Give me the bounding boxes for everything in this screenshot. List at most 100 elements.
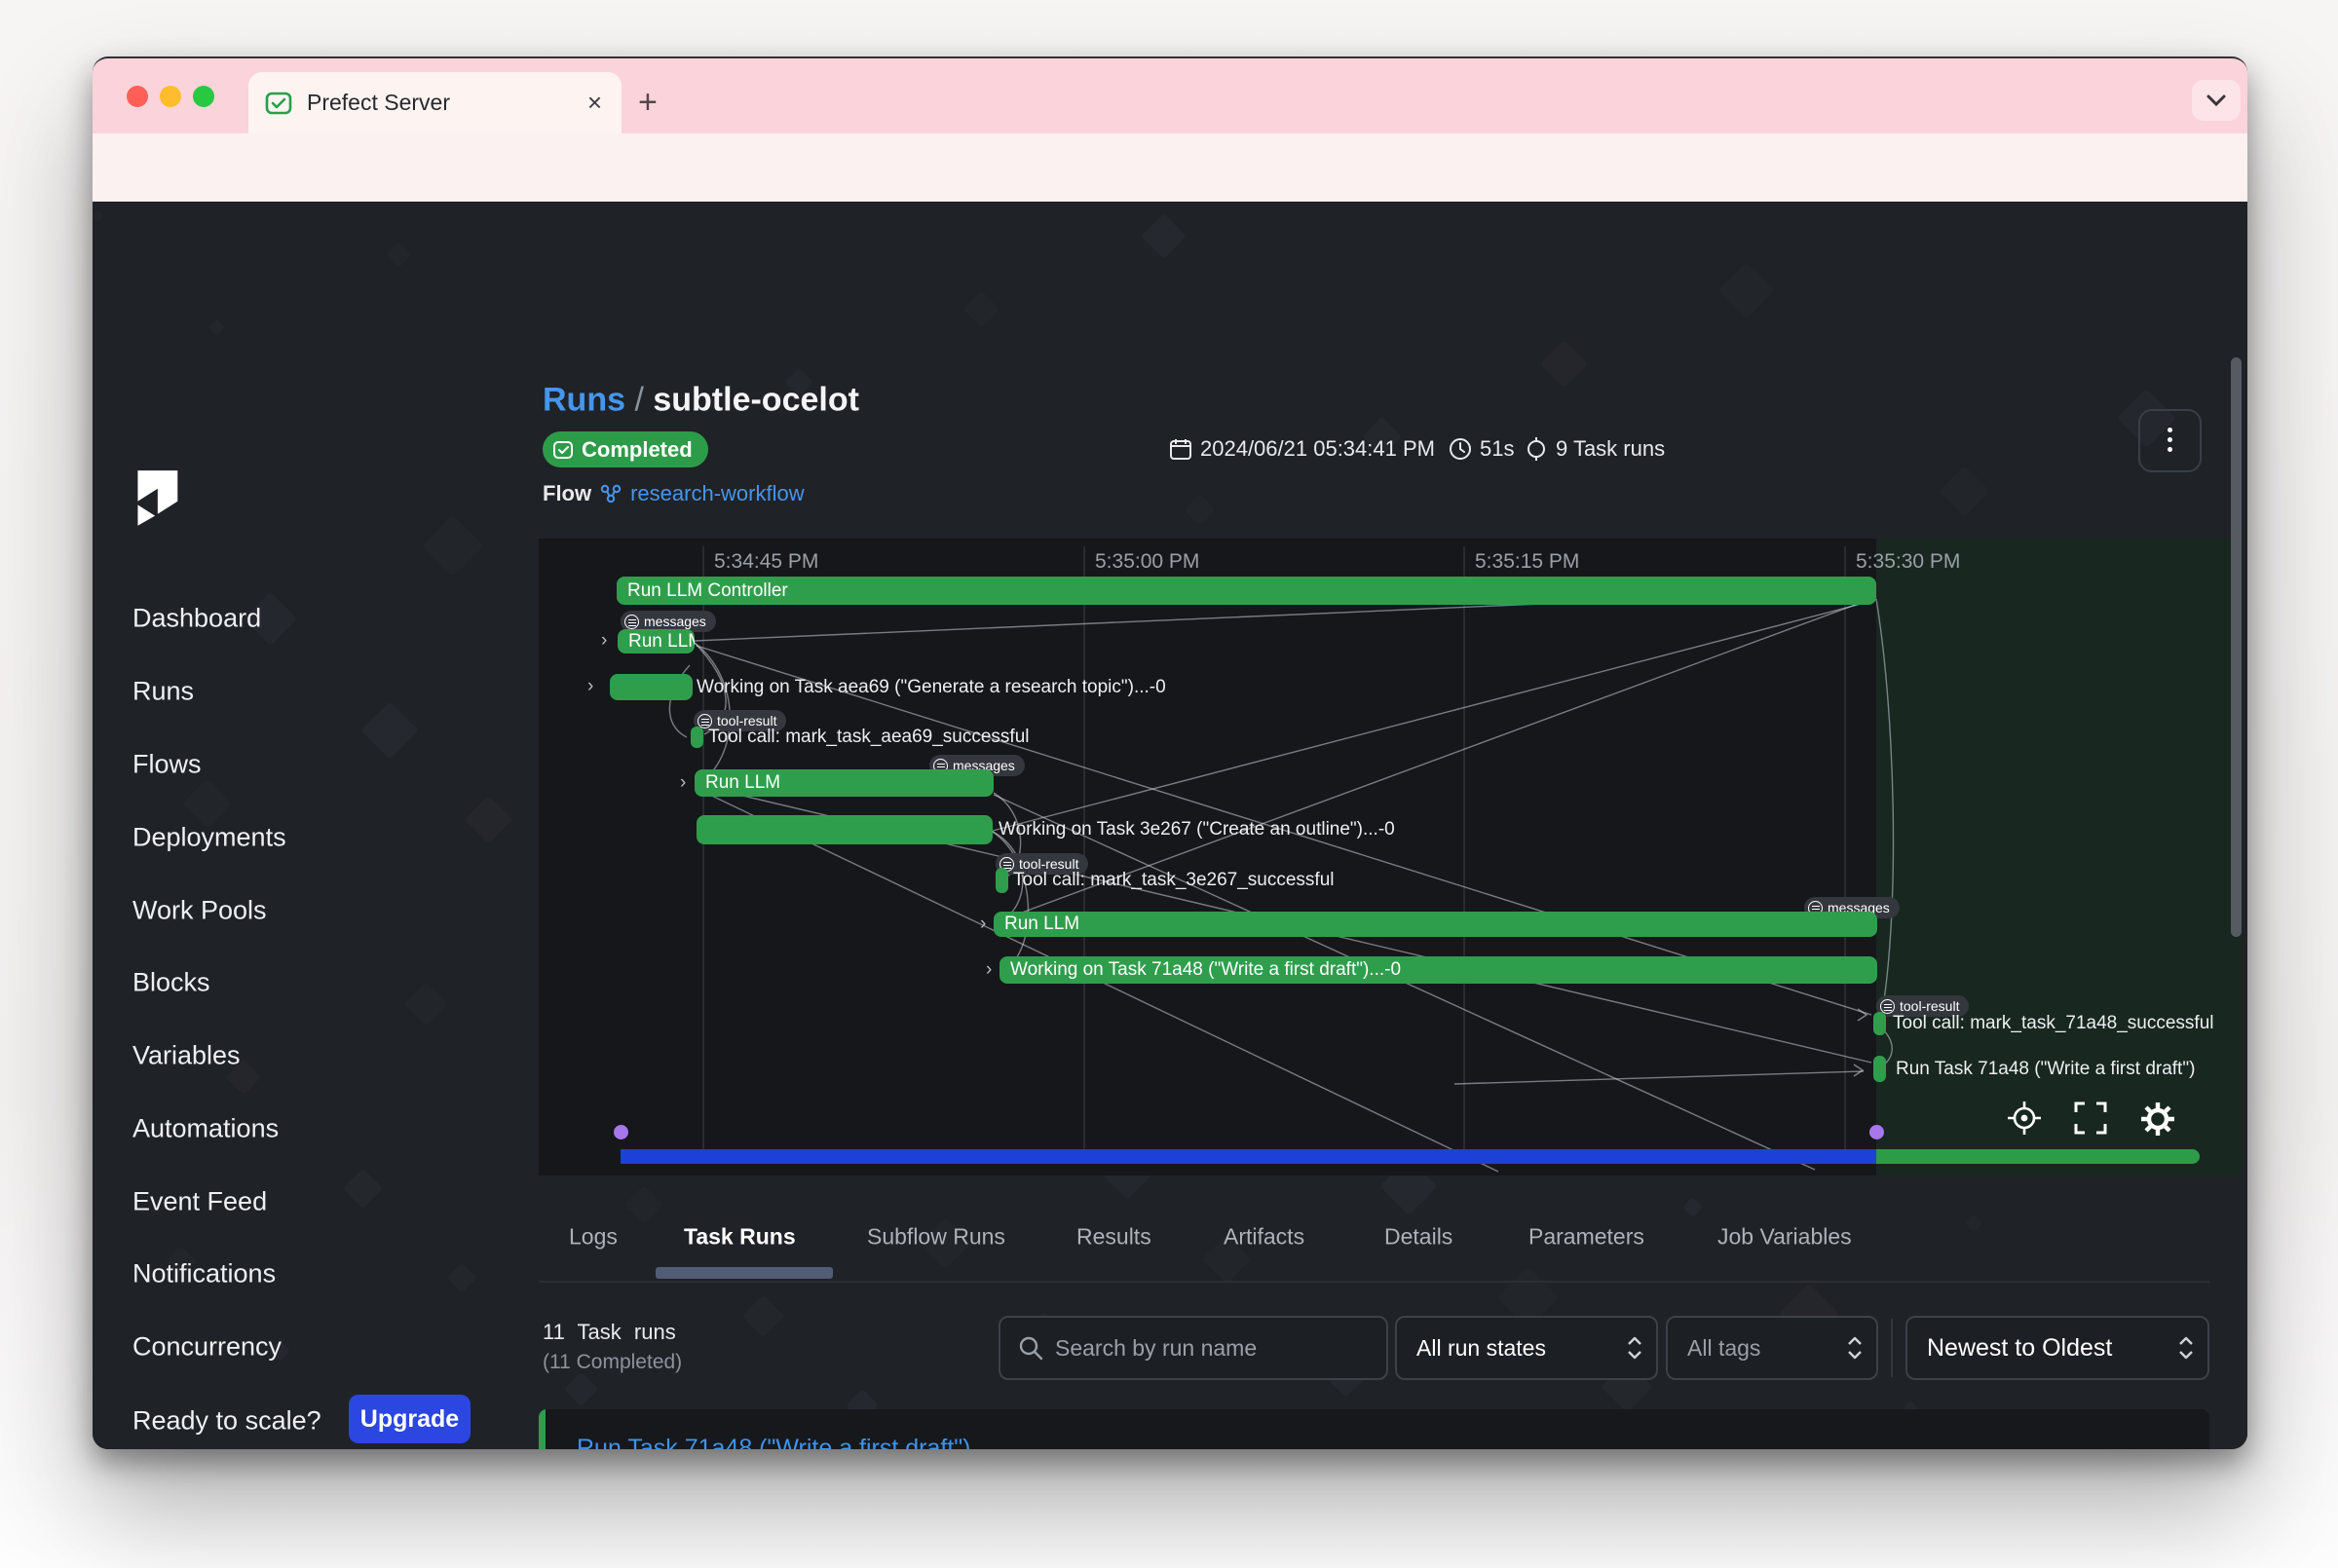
breadcrumb: Runs / subtle-ocelot — [543, 381, 859, 419]
clock-icon — [1450, 438, 1471, 460]
task-run-count: 9 Task runs — [1525, 436, 1665, 462]
tabs-divider — [539, 1281, 2209, 1283]
tab-parameters[interactable]: Parameters — [1528, 1223, 1644, 1250]
run-states-select[interactable]: All run states — [1395, 1316, 1658, 1380]
sidebar: Dashboard Runs Flows Deployments Work Po… — [93, 202, 528, 1449]
tab-logs[interactable]: Logs — [569, 1223, 618, 1250]
gantt-bar-task-3e267[interactable] — [697, 815, 993, 844]
timeline-selection-region — [1876, 539, 2243, 1176]
traffic-zoom-button[interactable] — [193, 86, 214, 107]
tab-artifacts[interactable]: Artifacts — [1224, 1223, 1305, 1250]
tab-job-variables[interactable]: Job Variables — [1717, 1223, 1852, 1250]
flow-row: Flow research-workflow — [543, 481, 805, 506]
arrowhead-icon: › — [587, 676, 594, 696]
sidebar-item-event-feed[interactable]: Event Feed — [132, 1186, 268, 1216]
completed-check-icon — [553, 440, 573, 459]
browser-window: Prefect Server × + localhost:5173/runs/f… — [93, 56, 2247, 1449]
sidebar-item-notifications[interactable]: Notifications — [132, 1258, 277, 1288]
gantt-bar-run-llm-2[interactable]: Run LLM — [695, 769, 994, 797]
fullscreen-expand-icon[interactable] — [2072, 1100, 2109, 1137]
artifact-chip-tool-result[interactable]: tool-result — [1876, 995, 1970, 1017]
search-placeholder: Search by run name — [1055, 1334, 1258, 1361]
run-actions-kebab-button[interactable] — [2138, 409, 2202, 472]
timeline-panel[interactable]: 5:34:45 PM 5:35:00 PM 5:35:15 PM 5:35:30… — [539, 539, 2243, 1176]
node-label-task-3e267[interactable]: Working on Task 3e267 ("Create an outlin… — [999, 819, 1395, 840]
gantt-bar-tool-3e267[interactable] — [996, 868, 1008, 893]
sidebar-item-deployments[interactable]: Deployments — [132, 822, 286, 852]
gantt-bar-task-aea69[interactable] — [610, 674, 693, 700]
tab-details[interactable]: Details — [1384, 1223, 1453, 1250]
sidebar-item-runs[interactable]: Runs — [132, 676, 195, 706]
gantt-bar-run-llm-controller[interactable]: Run LLM Controller — [617, 577, 1876, 605]
sidebar-item-dashboard[interactable]: Dashboard — [132, 603, 262, 633]
artifact-chip-tool-result[interactable]: tool-result — [996, 853, 1089, 875]
tab-task-runs[interactable]: Task Runs — [684, 1223, 796, 1250]
gantt-bar-tool-aea69[interactable] — [691, 727, 703, 748]
run-start-time: 2024/06/21 05:34:41 PM — [1169, 436, 1435, 462]
sidebar-item-automations[interactable]: Automations — [132, 1113, 280, 1143]
time-tick: 5:34:45 PM — [714, 550, 819, 573]
settings-gear-icon[interactable] — [2138, 1100, 2177, 1139]
node-label-tool-3e267[interactable]: Tool call: mark_task_3e267_successful — [1013, 870, 1335, 890]
minimap-window-bar[interactable] — [621, 1149, 1876, 1164]
browser-toolbar: localhost:5173/runs/flow-run/1296042b-07… — [93, 133, 2247, 272]
upgrade-button[interactable]: Upgrade — [349, 1395, 471, 1443]
select-chevrons-icon — [2179, 1336, 2193, 1360]
breadcrumb-runs-link[interactable]: Runs — [543, 381, 625, 419]
tab-close-icon[interactable]: × — [586, 88, 602, 117]
arrowhead-icon: › — [680, 772, 687, 793]
time-tick: 5:35:00 PM — [1095, 550, 1200, 573]
node-label-tool-aea69[interactable]: Tool call: mark_task_aea69_successful — [708, 727, 1030, 747]
brush-handle-left[interactable] — [614, 1125, 628, 1139]
sidebar-item-variables[interactable]: Variables — [132, 1040, 241, 1070]
time-tick: 5:35:15 PM — [1475, 550, 1580, 573]
artifact-chip-messages[interactable]: messages — [621, 611, 716, 632]
tags-select[interactable]: All tags — [1666, 1316, 1878, 1380]
tab-subflow-runs[interactable]: Subflow Runs — [867, 1223, 1005, 1250]
active-tab-indicator — [656, 1267, 833, 1279]
select-chevrons-icon — [1848, 1336, 1862, 1360]
gantt-bar-task-71a48[interactable]: Working on Task 71a48 ("Write a first dr… — [999, 956, 1877, 984]
state-badge: Completed — [543, 431, 708, 467]
task-run-completed-label: (11 Completed) — [543, 1351, 683, 1373]
node-label-run-task-71a48[interactable]: Run Task 71a48 ("Write a first draft") — [1896, 1059, 2196, 1079]
gantt-bar-tool-71a48[interactable] — [1873, 1012, 1886, 1035]
artifact-chip-tool-result[interactable]: tool-result — [694, 710, 787, 731]
prefect-favicon-icon — [265, 92, 292, 114]
tab-title: Prefect Server — [307, 90, 450, 115]
recenter-crosshair-icon[interactable] — [2006, 1100, 2043, 1137]
arrowhead-icon: › — [980, 914, 987, 934]
search-input[interactable]: Search by run name — [999, 1316, 1388, 1380]
node-label-tool-71a48[interactable]: Tool call: mark_task_71a48_successful — [1893, 1013, 2214, 1033]
sort-select[interactable]: Newest to Oldest — [1905, 1316, 2209, 1380]
sidebar-item-concurrency[interactable]: Concurrency — [132, 1331, 283, 1362]
run-duration: 51s — [1449, 436, 1514, 462]
main-area: Runs / subtle-ocelot Completed 2024/06/2… — [539, 202, 2247, 1449]
gantt-bar-run-task-71a48[interactable] — [1873, 1056, 1886, 1082]
time-tick: 5:35:30 PM — [1856, 550, 1961, 573]
sidebar-item-flows[interactable]: Flows — [132, 749, 202, 779]
flow-name-link[interactable]: research-workflow — [630, 481, 805, 505]
task-run-icon — [1527, 437, 1545, 461]
sidebar-item-work-pools[interactable]: Work Pools — [132, 895, 267, 925]
task-run-card[interactable]: Run Task 71a48 ("Write a first draft") C… — [539, 1409, 2209, 1449]
traffic-close-button[interactable] — [127, 86, 148, 107]
sidebar-item-blocks[interactable]: Blocks — [132, 967, 210, 997]
traffic-minimize-button[interactable] — [160, 86, 181, 107]
browser-tab[interactable]: Prefect Server × — [248, 72, 622, 133]
chevron-down-icon — [2206, 94, 2226, 107]
prefect-logo-icon — [137, 470, 178, 526]
task-run-count-label: 11 Task runs — [543, 1320, 676, 1344]
minimap-remainder-bar[interactable] — [1876, 1149, 2200, 1164]
ready-to-scale-label: Ready to scale? — [132, 1405, 321, 1436]
node-label-task-aea69[interactable]: Working on Task aea69 ("Generate a resea… — [697, 677, 1166, 697]
brush-handle-right[interactable] — [1869, 1125, 1884, 1139]
gantt-bar-run-llm-1[interactable]: Run LLM — [618, 629, 695, 653]
tab-results[interactable]: Results — [1076, 1223, 1151, 1250]
page-scrollbar[interactable] — [2231, 357, 2242, 937]
gantt-bar-run-llm-3[interactable]: Run LLM — [994, 912, 1877, 937]
task-run-link[interactable]: Run Task 71a48 ("Write a first draft") — [577, 1435, 971, 1449]
new-tab-button[interactable]: + — [638, 84, 658, 121]
tab-list-chevron-button[interactable] — [2192, 80, 2241, 121]
page-title: subtle-ocelot — [653, 381, 859, 419]
